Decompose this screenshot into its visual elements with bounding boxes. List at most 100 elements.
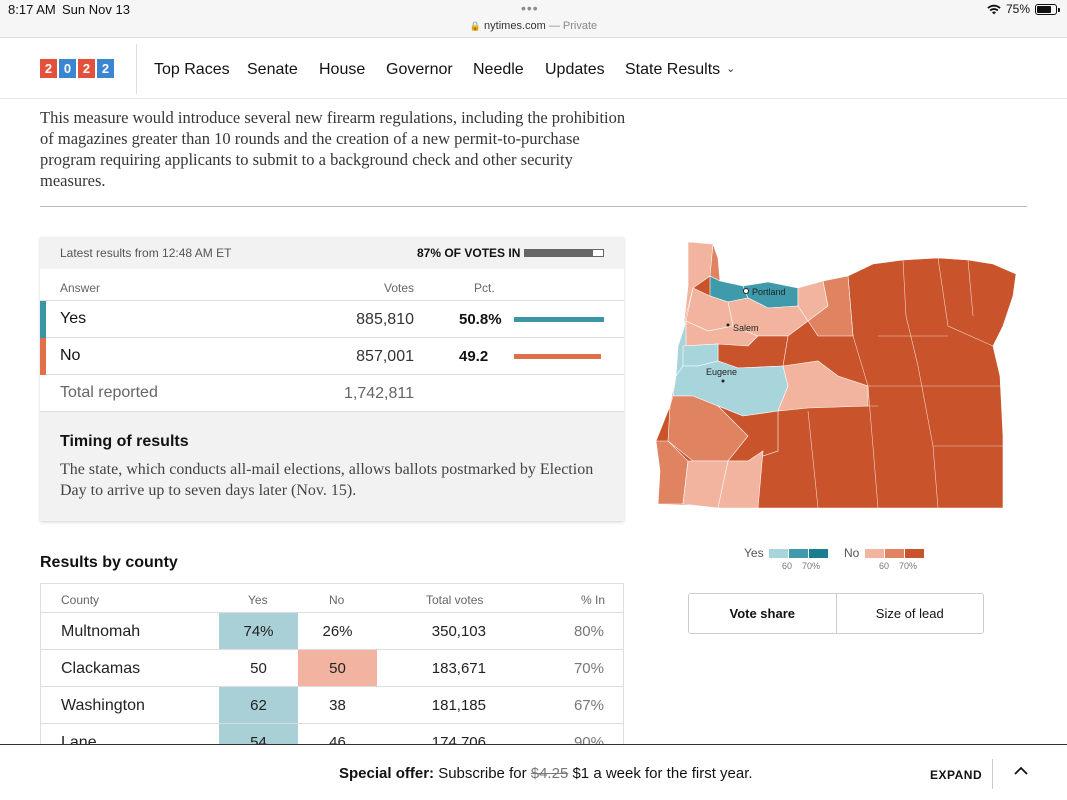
no-value: 26% — [322, 623, 353, 640]
yes-cell-fill — [219, 613, 298, 649]
chevron-down-icon: ⌄ — [726, 63, 736, 75]
vote-pct: 49.2 — [459, 348, 489, 365]
battery-percent: 75% — [1005, 2, 1030, 16]
total-label: Total reported — [60, 384, 158, 401]
total-votes-header: Total votes — [426, 593, 484, 607]
votes-in-bar — [524, 249, 604, 257]
city-label-eugene: Eugene — [706, 367, 737, 377]
legend-swatch — [905, 549, 924, 558]
wifi-icon — [987, 4, 1001, 14]
table-row: Clackamas 50 50 183,671 70% — [41, 650, 623, 687]
legend-yes-label: Yes — [744, 546, 764, 560]
nav-governor[interactable]: Governor — [386, 61, 453, 78]
table-row: Washington 62 38 181,185 67% — [41, 687, 623, 724]
county-name: Washington — [61, 697, 145, 714]
pct-in-header: % In — [581, 593, 606, 607]
no-header: No — [329, 593, 345, 607]
table-row: Multnomah 74% 26% 350,103 80% — [41, 613, 623, 650]
county-results-title: Results by county — [40, 554, 178, 571]
legend-swatch — [789, 549, 808, 558]
legend-tick-60: 60 — [782, 561, 793, 571]
date: Sun Nov 13 — [62, 2, 130, 17]
size-of-lead-button[interactable]: Size of lead — [875, 606, 944, 621]
expand-button[interactable]: EXPAND — [930, 768, 983, 782]
timing-text: The state, which conducts all-mail elect… — [60, 461, 594, 499]
pct-in: 90% — [573, 734, 604, 748]
latest-results-time: Latest results from 12:48 AM ET — [60, 246, 232, 260]
election-2022-logo[interactable]: 2 0 2 2 — [40, 59, 114, 78]
logo-digit: 2 — [97, 59, 114, 78]
county-header: County — [61, 593, 100, 607]
yes-value: 62 — [250, 697, 267, 714]
map-legend: Yes 60 70% No 60 70% — [740, 545, 940, 575]
url-text: nytimes.com — [484, 20, 546, 32]
votes-in-label: 87% OF VOTES IN — [417, 246, 521, 260]
pct-header: Pct. — [474, 281, 495, 295]
offer-divider — [992, 759, 993, 789]
county-shape[interactable] — [807, 275, 854, 337]
status-right: 75% — [987, 2, 1060, 16]
lock-icon: 🔒 — [469, 21, 482, 31]
vote-share-button[interactable]: Vote share — [689, 594, 837, 633]
tab-dots[interactable]: ••• — [521, 0, 539, 16]
pct-bar — [514, 354, 601, 359]
city-label-portland: Portland — [752, 287, 786, 297]
county-shape[interactable] — [717, 450, 764, 509]
city-marker-salem — [726, 323, 730, 327]
nav-needle[interactable]: Needle — [473, 61, 524, 78]
city-marker-eugene — [721, 379, 725, 383]
pct-in: 70% — [573, 660, 604, 677]
offer-old-price: $4.25 — [530, 765, 569, 782]
nav-state-results[interactable]: State Results ⌄ — [625, 61, 735, 79]
pct-in: 67% — [573, 697, 604, 714]
legend-no-label: No — [844, 546, 860, 560]
legend-swatch — [769, 549, 788, 558]
private-label: — Private — [548, 20, 598, 32]
legend-swatch — [809, 549, 828, 558]
yes-value: 74% — [243, 623, 274, 640]
pct-in: 80% — [573, 623, 604, 640]
vote-count: 885,810 — [356, 311, 414, 328]
timing-section: Timing of results The state, which condu… — [40, 413, 624, 521]
battery-icon — [1035, 3, 1060, 15]
timing-title: Timing of results — [60, 433, 189, 450]
nav-top-races[interactable]: Top Races — [154, 61, 230, 78]
no-swatch — [40, 338, 46, 375]
result-row-yes: Yes 885,810 50.8% — [40, 301, 624, 338]
no-value: 50 — [329, 660, 346, 677]
top-nav: 2 0 2 2 Top Races Senate House Governor … — [0, 39, 1067, 99]
offer-text-1: Subscribe for — [434, 765, 531, 782]
county-table: County Yes No Total votes % In Multnomah… — [40, 583, 624, 748]
total-votes: 183,671 — [431, 660, 486, 677]
chevron-up-icon[interactable] — [1011, 761, 1031, 781]
logo-digit: 2 — [40, 59, 57, 78]
table-row: Lane 54 46 174,706 90% — [41, 724, 623, 748]
no-cell-fill — [298, 650, 377, 686]
offer-bold: Special offer: — [339, 765, 435, 782]
logo-digit: 0 — [59, 59, 76, 78]
total-votes: 174,706 — [431, 734, 486, 748]
subscription-offer-bar: Special offer: Subscribe for $4.25 $1 a … — [0, 744, 1067, 800]
total-reported-row: Total reported 1,742,811 — [40, 375, 624, 412]
pct-bar — [514, 317, 604, 322]
county-shape[interactable] — [717, 405, 779, 462]
clock: 8:17 AM — [8, 2, 56, 17]
logo-digit: 2 — [78, 59, 95, 78]
nav-house[interactable]: House — [319, 61, 366, 78]
county-shape[interactable] — [777, 360, 869, 412]
address-bar[interactable]: 🔒 nytimes.com — Private — [0, 20, 1067, 32]
vote-pct: 50.8% — [459, 311, 502, 328]
nav-divider — [136, 44, 137, 94]
nav-updates[interactable]: Updates — [545, 61, 605, 78]
oregon-county-map[interactable]: Portland Salem Eugene — [648, 236, 1028, 526]
offer-text[interactable]: Special offer: Subscribe for $4.25 $1 a … — [339, 765, 753, 782]
results-table: Answer Votes Pct. Yes 885,810 50.8% No 8… — [40, 269, 624, 412]
yes-header: Yes — [248, 593, 268, 607]
votes-in-fill — [525, 250, 593, 256]
total-votes: 1,742,811 — [344, 385, 414, 402]
nav-senate[interactable]: Senate — [247, 61, 298, 78]
results-header: Latest results from 12:48 AM ET 87% OF V… — [40, 237, 624, 269]
yes-cell-fill — [219, 687, 298, 723]
answer-label: No — [60, 347, 81, 364]
legend-tick-70: 70% — [899, 561, 918, 571]
